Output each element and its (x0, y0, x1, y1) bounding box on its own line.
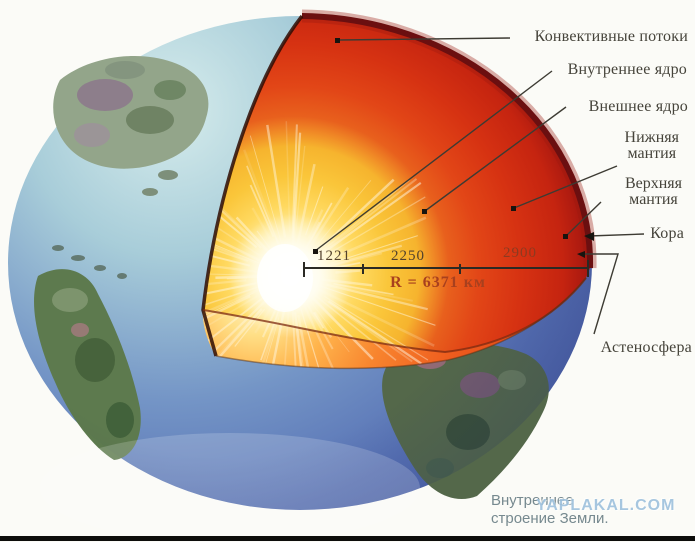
label-upper-mantle-line1: Верхняя (624, 175, 682, 192)
leader-asthenosphere (579, 253, 619, 335)
bottom-border (0, 536, 695, 541)
label-inner-core: Внутреннее ядро (567, 61, 687, 78)
label-upper-mantle-line2: мантия (629, 191, 678, 208)
leader-lower-mantle (513, 165, 618, 209)
figure-caption-line1: Внутреннее (491, 492, 574, 509)
dot-convective-flows (335, 38, 340, 43)
scale-label-outer-core: 2250 (391, 248, 425, 264)
total-radius-label: R = 6371 км (390, 274, 486, 291)
label-upper-mantle: Верхняя мантия (625, 176, 682, 208)
leader-dots (313, 38, 594, 258)
label-asthenosphere: Астеносфера (600, 339, 692, 356)
label-convective-flows: Конвективные потоки (534, 28, 688, 45)
cut-bottom-edge (215, 277, 587, 370)
leader-convective-flows (339, 37, 511, 41)
leader-lines (314, 37, 645, 335)
dot-outer-core (422, 209, 427, 214)
label-lower-mantle-line2: мантия (627, 145, 677, 162)
radius-scale (303, 260, 589, 277)
label-outer-core: Внешнее ядро (588, 98, 688, 115)
label-crust: Кора (650, 225, 684, 242)
arrow-crust (584, 232, 594, 241)
leader-outer-core (424, 106, 567, 212)
dot-upper-mantle (563, 234, 568, 239)
leader-upper-mantle (565, 201, 602, 237)
dot-lower-mantle (511, 206, 516, 211)
cut-left-edge (201, 14, 304, 357)
scale-label-inner-core: 1221 (317, 248, 351, 264)
leader-inner-core (314, 70, 553, 252)
crust-rim (301, 13, 594, 269)
arrow-asthenosphere (577, 251, 585, 258)
label-lower-mantle: Нижняя мантия (625, 130, 679, 162)
watermark: YAPLAKAL.COM (536, 497, 676, 514)
inner-core-glow (229, 214, 353, 338)
scale-label-mantle: 2900 (503, 245, 537, 261)
label-lower-mantle-line1: Нижняя (624, 129, 679, 146)
figure-caption-line2: строение Земли. (491, 510, 609, 527)
leader-crust (588, 233, 645, 237)
figure-caption: Внутреннее строение Земли. (491, 492, 609, 528)
dot-inner-core (313, 249, 318, 254)
